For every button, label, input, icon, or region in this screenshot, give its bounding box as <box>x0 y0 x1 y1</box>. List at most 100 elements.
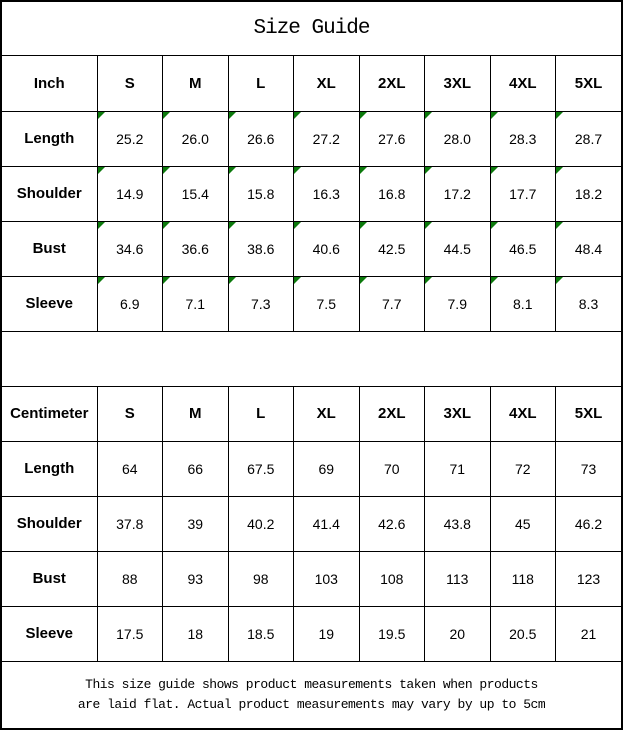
measurement-label-cell: Sleeve <box>2 275 98 332</box>
measurement-value-cell-text: 70 <box>383 460 400 477</box>
measurement-value-cell: 39 <box>162 495 229 552</box>
measurement-value-cell-text: 19.5 <box>378 625 406 642</box>
measurement-value-cell-text: 38.6 <box>247 240 275 257</box>
measurement-value-cell: 25.2 <box>96 110 163 167</box>
measurement-value-cell: 46.5 <box>489 220 556 277</box>
green-corner-marker-icon <box>97 222 105 229</box>
measurement-value-cell: 28.0 <box>424 110 491 167</box>
measurement-value-cell: 16.3 <box>293 165 360 222</box>
green-corner-marker-icon <box>228 277 236 284</box>
green-corner-marker-icon <box>556 222 563 229</box>
measurement-value-cell: 45 <box>489 495 556 552</box>
measurement-label-cell-text: Sleeve <box>25 295 74 312</box>
size-header-cell-text: 3XL <box>443 405 471 422</box>
size-header-cell-text: 5XL <box>574 405 603 422</box>
measurement-value-cell-text: 73 <box>580 460 597 477</box>
green-corner-marker-icon <box>425 112 432 119</box>
measurement-value-cell: 8.3 <box>555 275 621 332</box>
measurement-value-cell: 108 <box>358 550 425 607</box>
table-row: Shoulder 14.9 15.4 15.8 16.3 16.8 17.2 17.7 18.2 <box>2 165 621 222</box>
measurement-value-cell-text: 72 <box>514 460 531 477</box>
measurement-value-cell: 98 <box>227 550 294 607</box>
inch-table-body: Inch S M L XL 2XL 3XL 4XL 5XL Length 25.2 26.0 26.6 2… <box>2 56 621 332</box>
green-corner-marker-icon <box>556 112 563 119</box>
measurement-value-cell-text: 45 <box>514 515 531 532</box>
size-header-cell-text: 4XL <box>508 405 537 422</box>
size-header-cell: 3XL <box>424 385 491 442</box>
measurement-value-cell-text: 15.8 <box>247 185 275 202</box>
measurement-value-cell: 46.2 <box>555 495 621 552</box>
measurement-value-cell: 43.8 <box>424 495 491 552</box>
measurement-value-cell-text: 7.9 <box>447 295 467 312</box>
measurement-value-cell: 7.7 <box>358 275 425 332</box>
measurement-value-cell: 26.6 <box>227 110 294 167</box>
green-corner-marker-icon <box>228 167 236 174</box>
measurement-value-cell-text: 98 <box>252 570 269 587</box>
measurement-value-cell-text: 7.7 <box>382 295 402 312</box>
footer-line-2: are laid flat. Actual product measuremen… <box>77 696 546 712</box>
measurement-value-cell-text: 93 <box>187 570 204 587</box>
cm-size-table: Centimeter S M L XL 2XL 3XL 4XL 5XL Length 64 66 67.… <box>2 385 621 662</box>
measurement-value-cell-text: 42.6 <box>378 515 406 532</box>
measurement-label-cell: Shoulder <box>2 495 98 552</box>
measurement-value-cell: 7.1 <box>162 275 229 332</box>
measurement-label-cell-text: Shoulder <box>16 515 82 532</box>
measurement-value-cell: 42.6 <box>358 495 425 552</box>
measurement-value-cell: 18.5 <box>227 605 294 662</box>
green-corner-marker-icon <box>294 277 301 284</box>
measurement-value-cell-text: 15.4 <box>181 185 209 202</box>
measurement-value-cell: 72 <box>489 440 556 497</box>
measurement-value-cell: 36.6 <box>162 220 229 277</box>
size-header-cell: XL <box>293 56 360 112</box>
measurement-label-cell-text: Length <box>24 130 75 147</box>
table-row: Sleeve 17.5 18 18.5 19 19.5 20 20.5 21 <box>2 605 621 662</box>
measurement-value-cell-text: 14.9 <box>116 185 144 202</box>
measurement-value-cell-text: 7.5 <box>316 295 336 312</box>
measurement-value-cell-text: 64 <box>121 460 138 477</box>
measurement-value-cell-text: 28.7 <box>574 130 603 147</box>
green-corner-marker-icon <box>97 112 105 119</box>
size-header-cell: M <box>162 385 229 442</box>
size-header-cell-text: 2XL <box>377 74 406 92</box>
size-header-cell-text: XL <box>316 405 336 422</box>
measurement-value-cell: 71 <box>424 440 491 497</box>
measurement-value-cell-text: 21 <box>580 625 597 642</box>
unit-header-cell-text: Centimeter <box>10 405 89 422</box>
green-corner-marker-icon <box>359 277 367 284</box>
measurement-label-cell-text: Length <box>24 460 75 477</box>
measurement-value-cell-text: 123 <box>576 570 601 587</box>
measurement-value-cell: 69 <box>293 440 360 497</box>
measurement-label-cell: Bust <box>2 550 98 607</box>
measurement-label-cell-text: Bust <box>32 240 66 257</box>
measurement-value-cell-text: 18.5 <box>247 625 275 642</box>
size-header-cell: 2XL <box>358 385 425 442</box>
measurement-value-cell-text: 8.1 <box>513 295 533 312</box>
green-corner-marker-icon <box>490 112 498 119</box>
green-corner-marker-icon <box>425 222 432 229</box>
cm-table-body: Centimeter S M L XL 2XL 3XL 4XL 5XL Length 64 66 67.… <box>2 385 621 662</box>
size-header-cell-text: M <box>189 405 202 422</box>
measurement-value-cell-text: 42.5 <box>378 240 406 257</box>
measurement-value-cell-text: 71 <box>449 460 466 477</box>
measurement-value-cell-text: 27.2 <box>312 130 340 147</box>
measurement-value-cell-text: 103 <box>314 570 338 587</box>
measurement-value-cell: 17.2 <box>424 165 491 222</box>
measurement-value-cell: 88 <box>96 550 163 607</box>
size-header-cell-text: XL <box>316 74 336 92</box>
size-header-cell: M <box>162 56 229 112</box>
measurement-value-cell-text: 6.9 <box>120 295 140 312</box>
measurement-label-cell: Length <box>2 440 98 497</box>
measurement-value-cell: 37.8 <box>96 495 163 552</box>
measurement-value-cell: 40.6 <box>293 220 360 277</box>
measurement-value-cell-text: 44.5 <box>443 240 471 257</box>
green-corner-marker-icon <box>163 277 170 284</box>
measurement-value-cell-text: 37.8 <box>116 515 144 532</box>
measurement-value-cell-text: 25.2 <box>116 130 144 147</box>
measurement-value-cell: 44.5 <box>424 220 491 277</box>
measurement-value-cell-text: 66 <box>187 460 204 477</box>
measurement-value-cell: 70 <box>358 440 425 497</box>
green-corner-marker-icon <box>163 112 170 119</box>
measurement-value-cell-text: 17.5 <box>116 625 144 642</box>
measurement-value-cell-text: 18 <box>187 625 204 642</box>
green-corner-marker-icon <box>97 167 105 174</box>
